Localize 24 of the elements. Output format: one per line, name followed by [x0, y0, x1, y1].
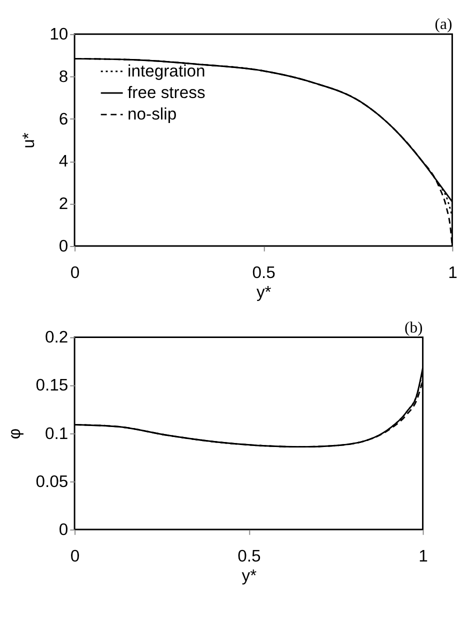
y-tick-label: 0 [58, 520, 68, 539]
x-axis-title: y* [256, 282, 272, 302]
legend-label: no-slip [128, 104, 177, 124]
x-tick-label: 1 [448, 262, 458, 282]
legend-label: integration [128, 61, 206, 80]
text: (b) [404, 319, 423, 336]
y-tick-label: 0.15 [36, 376, 68, 395]
y-tick-label: 6 [58, 109, 68, 128]
y-axis-title: φ [5, 428, 24, 440]
x-tick-label: 0.5 [238, 546, 261, 566]
y-tick-label: 8 [58, 66, 68, 86]
x-tick-label: 1 [418, 546, 428, 566]
legend-label: free stress [128, 82, 206, 102]
y-tick-label: 4 [58, 152, 68, 171]
y-tick-label: 2 [58, 194, 68, 214]
text: (a) [434, 16, 452, 34]
x-tick-label: 0.5 [252, 262, 276, 282]
y-tick-label: 0.1 [45, 424, 68, 443]
x-axis-title: y* [242, 566, 258, 585]
y-tick-label: 0.05 [36, 472, 68, 491]
y-tick-label: 0.2 [45, 328, 68, 347]
y-axis-title: u* [18, 132, 38, 148]
y-tick-label: 0 [58, 236, 68, 256]
y-tick-label: 10 [50, 24, 68, 44]
